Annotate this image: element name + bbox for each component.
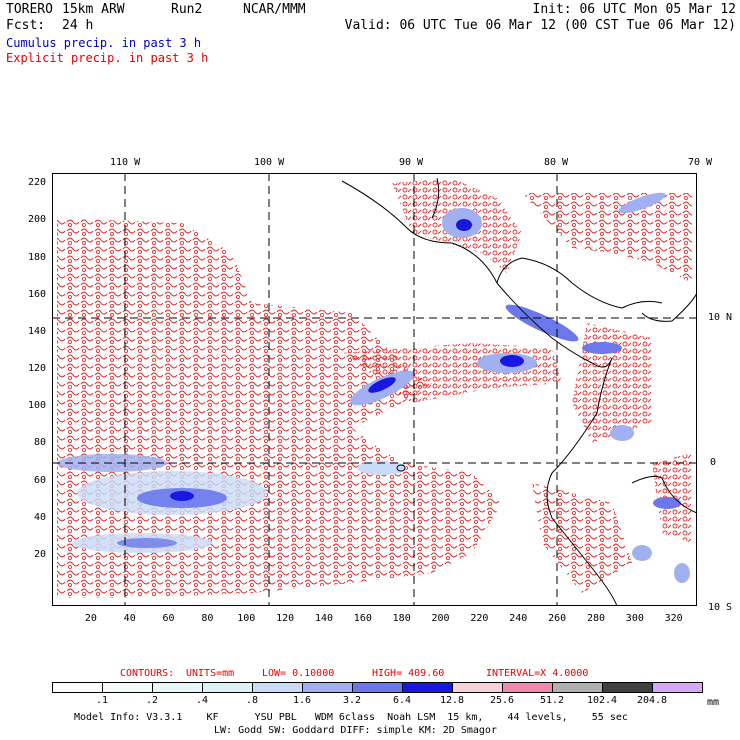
coastlines	[341, 177, 697, 606]
physics-info-line: LW: Godd SW: Goddard DIFF: simple KM: 2D…	[214, 725, 497, 736]
x-tick-label: 260	[548, 613, 567, 624]
precipitation-map	[52, 173, 697, 606]
x-tick-label: 60	[162, 613, 175, 624]
colorbar-swatch	[352, 682, 403, 693]
colorbar-unit: mm	[707, 697, 720, 708]
colorbar-label: .4	[195, 695, 209, 706]
x-tick-label: 320	[664, 613, 683, 624]
model-org: NCAR/MMM	[243, 2, 306, 17]
colorbar-label: 3.2	[342, 695, 362, 706]
colorbar-label: 25.6	[489, 695, 515, 706]
contours-high: HIGH= 409.60	[372, 668, 445, 679]
legend-cumulus: Cumulus precip. in past 3 h	[6, 36, 202, 50]
valid-time: Valid: 06 UTC Tue 06 Mar 12 (00 CST Tue …	[344, 18, 736, 33]
colorbar-swatch	[652, 682, 703, 693]
y-tick-label: 60	[33, 474, 46, 486]
colorbar-swatch	[152, 682, 203, 693]
colorbar-label: 12.8	[439, 695, 465, 706]
y-tick-label: 180	[27, 251, 46, 263]
colorbar-swatch	[102, 682, 153, 693]
y-tick-label: 200	[27, 214, 46, 226]
y-tick-label: 80	[33, 437, 46, 449]
x-tick-label: 20	[84, 613, 97, 624]
y-tick-label: 220	[27, 177, 46, 189]
x-tick-label: 240	[509, 613, 528, 624]
lat-label-10s: 10 S	[708, 602, 733, 613]
x-tick-label: 300	[625, 613, 644, 624]
y-tick-label: 20	[33, 548, 46, 560]
lat-lon-grid	[52, 173, 697, 606]
lon-label-70w: 70 W	[688, 157, 713, 168]
y-tick-label: 100	[27, 400, 46, 412]
colorbar-swatch	[202, 682, 253, 693]
model-resolution: 15km ARW	[62, 2, 125, 17]
legend-explicit: Explicit precip. in past 3 h	[6, 51, 209, 65]
x-tick-label: 40	[123, 613, 136, 624]
x-tick-label: 100	[237, 613, 256, 624]
lon-label-110w: 110 W	[110, 157, 141, 168]
colorbar-label: 6.4	[392, 695, 412, 706]
colorbar-label: .8	[245, 695, 259, 706]
x-tick-label: 80	[201, 613, 214, 624]
lat-label-10n: 10 N	[708, 312, 733, 323]
colorbar-swatch	[552, 682, 603, 693]
y-tick-label: 120	[27, 363, 46, 375]
x-tick-label: 180	[392, 613, 411, 624]
colorbar-swatch	[52, 682, 103, 693]
colorbar-swatch	[402, 682, 453, 693]
x-tick-label: 280	[586, 613, 605, 624]
colorbar-label: 1.6	[292, 695, 312, 706]
colorbar-label: 102.4	[586, 695, 618, 706]
x-tick-label: 160	[353, 613, 372, 624]
colorbar-label: .2	[145, 695, 159, 706]
forecast-label: Fcst:	[6, 18, 46, 33]
forecast-hour: 24 h	[62, 18, 94, 33]
contours-interval: INTERVAL=X 4.0000	[486, 668, 589, 679]
colorbar-swatch	[502, 682, 553, 693]
contours-low: LOW= 0.10000	[262, 668, 335, 679]
colorbar-swatch	[302, 682, 353, 693]
lon-label-90w: 90 W	[399, 157, 424, 168]
model-info-line: Model Info: V3.3.1 KF YSU PBL WDM 6class…	[74, 712, 628, 723]
model-run: Run2	[171, 2, 203, 17]
lon-label-80w: 80 W	[544, 157, 569, 168]
y-tick-label: 40	[33, 511, 46, 523]
model-name: TORERO	[6, 2, 53, 17]
colorbar-label: 204.8	[636, 695, 668, 706]
x-tick-label: 220	[470, 613, 489, 624]
x-tick-label: 140	[314, 613, 334, 624]
colorbar-swatch	[452, 682, 503, 693]
colorbar-swatch	[252, 682, 303, 693]
init-time: Init: 06 UTC Mon 05 Mar 12	[532, 2, 737, 17]
y-tick-label: 160	[27, 288, 46, 300]
colorbar-swatch	[602, 682, 653, 693]
colorbar-label: 51.2	[539, 695, 565, 706]
colorbar-label: .1	[95, 695, 109, 706]
lon-label-100w: 100 W	[254, 157, 285, 168]
contours-label: CONTOURS:	[120, 668, 175, 679]
y-tick-label: 140	[27, 325, 46, 337]
contours-units: UNITS=mm	[186, 668, 235, 679]
x-tick-label: 120	[276, 613, 295, 624]
x-tick-label: 200	[431, 613, 450, 624]
lat-label-0: 0	[710, 457, 717, 468]
